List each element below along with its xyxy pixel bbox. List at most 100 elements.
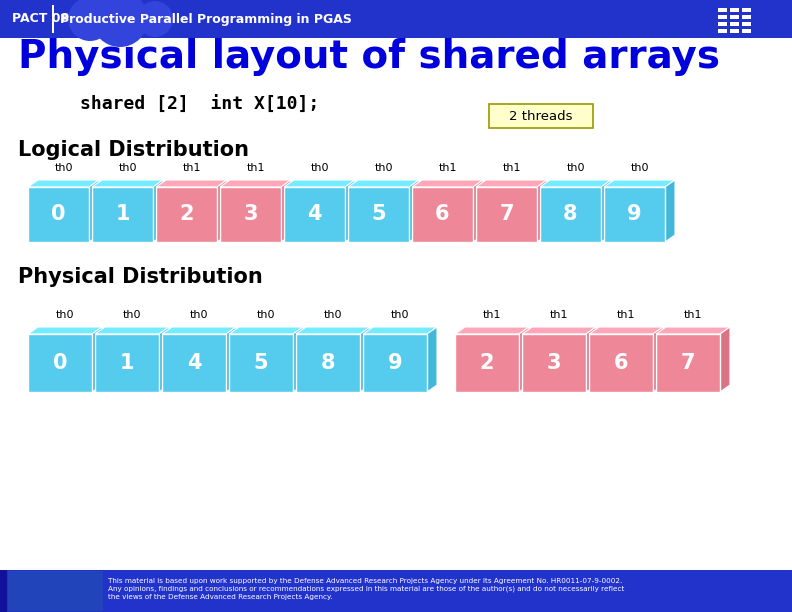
Bar bbox=[92, 187, 153, 242]
Text: Productive Parallel Programming in PGAS: Productive Parallel Programming in PGAS bbox=[60, 12, 352, 26]
Bar bbox=[730, 22, 739, 26]
Bar bbox=[284, 187, 345, 242]
Bar bbox=[522, 334, 586, 392]
Text: 5: 5 bbox=[371, 204, 386, 225]
Polygon shape bbox=[220, 180, 291, 187]
Bar bbox=[742, 29, 751, 33]
Text: 7: 7 bbox=[499, 204, 514, 225]
Text: th1: th1 bbox=[438, 163, 457, 173]
Text: th0: th0 bbox=[375, 163, 393, 173]
Text: 1: 1 bbox=[116, 204, 130, 225]
Bar bbox=[412, 187, 473, 242]
Polygon shape bbox=[360, 327, 370, 392]
Polygon shape bbox=[537, 180, 547, 242]
Polygon shape bbox=[281, 180, 291, 242]
Text: 5: 5 bbox=[253, 353, 268, 373]
Bar bbox=[718, 8, 727, 12]
Polygon shape bbox=[665, 180, 675, 242]
Bar bbox=[229, 334, 293, 392]
Polygon shape bbox=[604, 180, 675, 187]
Bar bbox=[742, 8, 751, 12]
Bar bbox=[156, 187, 217, 242]
Text: th1: th1 bbox=[550, 310, 568, 320]
Text: th0: th0 bbox=[257, 310, 276, 320]
Polygon shape bbox=[284, 180, 355, 187]
Polygon shape bbox=[653, 327, 663, 392]
Text: th0: th0 bbox=[123, 310, 141, 320]
Polygon shape bbox=[159, 327, 169, 392]
Text: This material is based upon work supported by the Defense Advanced Research Proj: This material is based upon work support… bbox=[108, 578, 624, 600]
Polygon shape bbox=[720, 327, 730, 392]
Polygon shape bbox=[28, 327, 102, 334]
Text: th0: th0 bbox=[566, 163, 584, 173]
Polygon shape bbox=[226, 327, 236, 392]
Bar bbox=[540, 187, 601, 242]
Polygon shape bbox=[363, 327, 437, 334]
Bar bbox=[476, 187, 537, 242]
Bar bbox=[589, 334, 653, 392]
Polygon shape bbox=[156, 180, 227, 187]
Polygon shape bbox=[345, 180, 355, 242]
Text: 6: 6 bbox=[436, 204, 450, 225]
Polygon shape bbox=[296, 327, 370, 334]
Polygon shape bbox=[586, 327, 596, 392]
Text: th0: th0 bbox=[54, 163, 73, 173]
Circle shape bbox=[68, 0, 112, 41]
Bar bbox=[52, 5, 54, 33]
Polygon shape bbox=[293, 327, 303, 392]
Polygon shape bbox=[656, 327, 730, 334]
Bar bbox=[220, 187, 281, 242]
Bar bbox=[0, 570, 7, 612]
Text: 6: 6 bbox=[614, 353, 628, 373]
Circle shape bbox=[92, 0, 148, 47]
Polygon shape bbox=[589, 327, 663, 334]
Text: 0: 0 bbox=[53, 353, 67, 373]
Text: 9: 9 bbox=[388, 353, 402, 373]
Bar bbox=[730, 15, 739, 19]
Text: 4: 4 bbox=[307, 204, 322, 225]
Text: Logical Distribution: Logical Distribution bbox=[18, 140, 249, 160]
Bar bbox=[742, 22, 751, 26]
Polygon shape bbox=[427, 327, 437, 392]
Bar bbox=[95, 334, 159, 392]
Bar bbox=[730, 29, 739, 33]
Text: th1: th1 bbox=[683, 310, 703, 320]
Text: th1: th1 bbox=[246, 163, 265, 173]
Polygon shape bbox=[522, 327, 596, 334]
Bar bbox=[604, 187, 665, 242]
Text: th1: th1 bbox=[483, 310, 501, 320]
Text: Physical layout of shared arrays: Physical layout of shared arrays bbox=[18, 38, 720, 76]
Polygon shape bbox=[89, 180, 99, 242]
Polygon shape bbox=[540, 180, 611, 187]
Text: 3: 3 bbox=[546, 353, 562, 373]
Bar bbox=[730, 8, 739, 12]
Polygon shape bbox=[229, 327, 303, 334]
Polygon shape bbox=[153, 180, 163, 242]
Text: th1: th1 bbox=[182, 163, 200, 173]
Text: th0: th0 bbox=[630, 163, 649, 173]
Bar bbox=[28, 334, 92, 392]
Polygon shape bbox=[95, 327, 169, 334]
Bar bbox=[742, 15, 751, 19]
Text: th0: th0 bbox=[310, 163, 329, 173]
Polygon shape bbox=[92, 327, 102, 392]
Bar bbox=[0, 0, 792, 38]
Bar bbox=[718, 15, 727, 19]
Polygon shape bbox=[162, 327, 236, 334]
Text: 3: 3 bbox=[243, 204, 257, 225]
Text: th0: th0 bbox=[324, 310, 342, 320]
FancyBboxPatch shape bbox=[489, 104, 593, 128]
Bar bbox=[28, 187, 89, 242]
Polygon shape bbox=[601, 180, 611, 242]
Text: th1: th1 bbox=[617, 310, 635, 320]
Polygon shape bbox=[92, 180, 163, 187]
Polygon shape bbox=[476, 180, 547, 187]
Text: shared [2]  int X[10];: shared [2] int X[10]; bbox=[80, 96, 319, 114]
Polygon shape bbox=[217, 180, 227, 242]
Bar bbox=[296, 334, 360, 392]
Circle shape bbox=[137, 1, 173, 37]
Bar bbox=[0, 570, 792, 612]
Polygon shape bbox=[409, 180, 419, 242]
Text: 8: 8 bbox=[563, 204, 577, 225]
Text: PACT 08: PACT 08 bbox=[12, 12, 69, 26]
